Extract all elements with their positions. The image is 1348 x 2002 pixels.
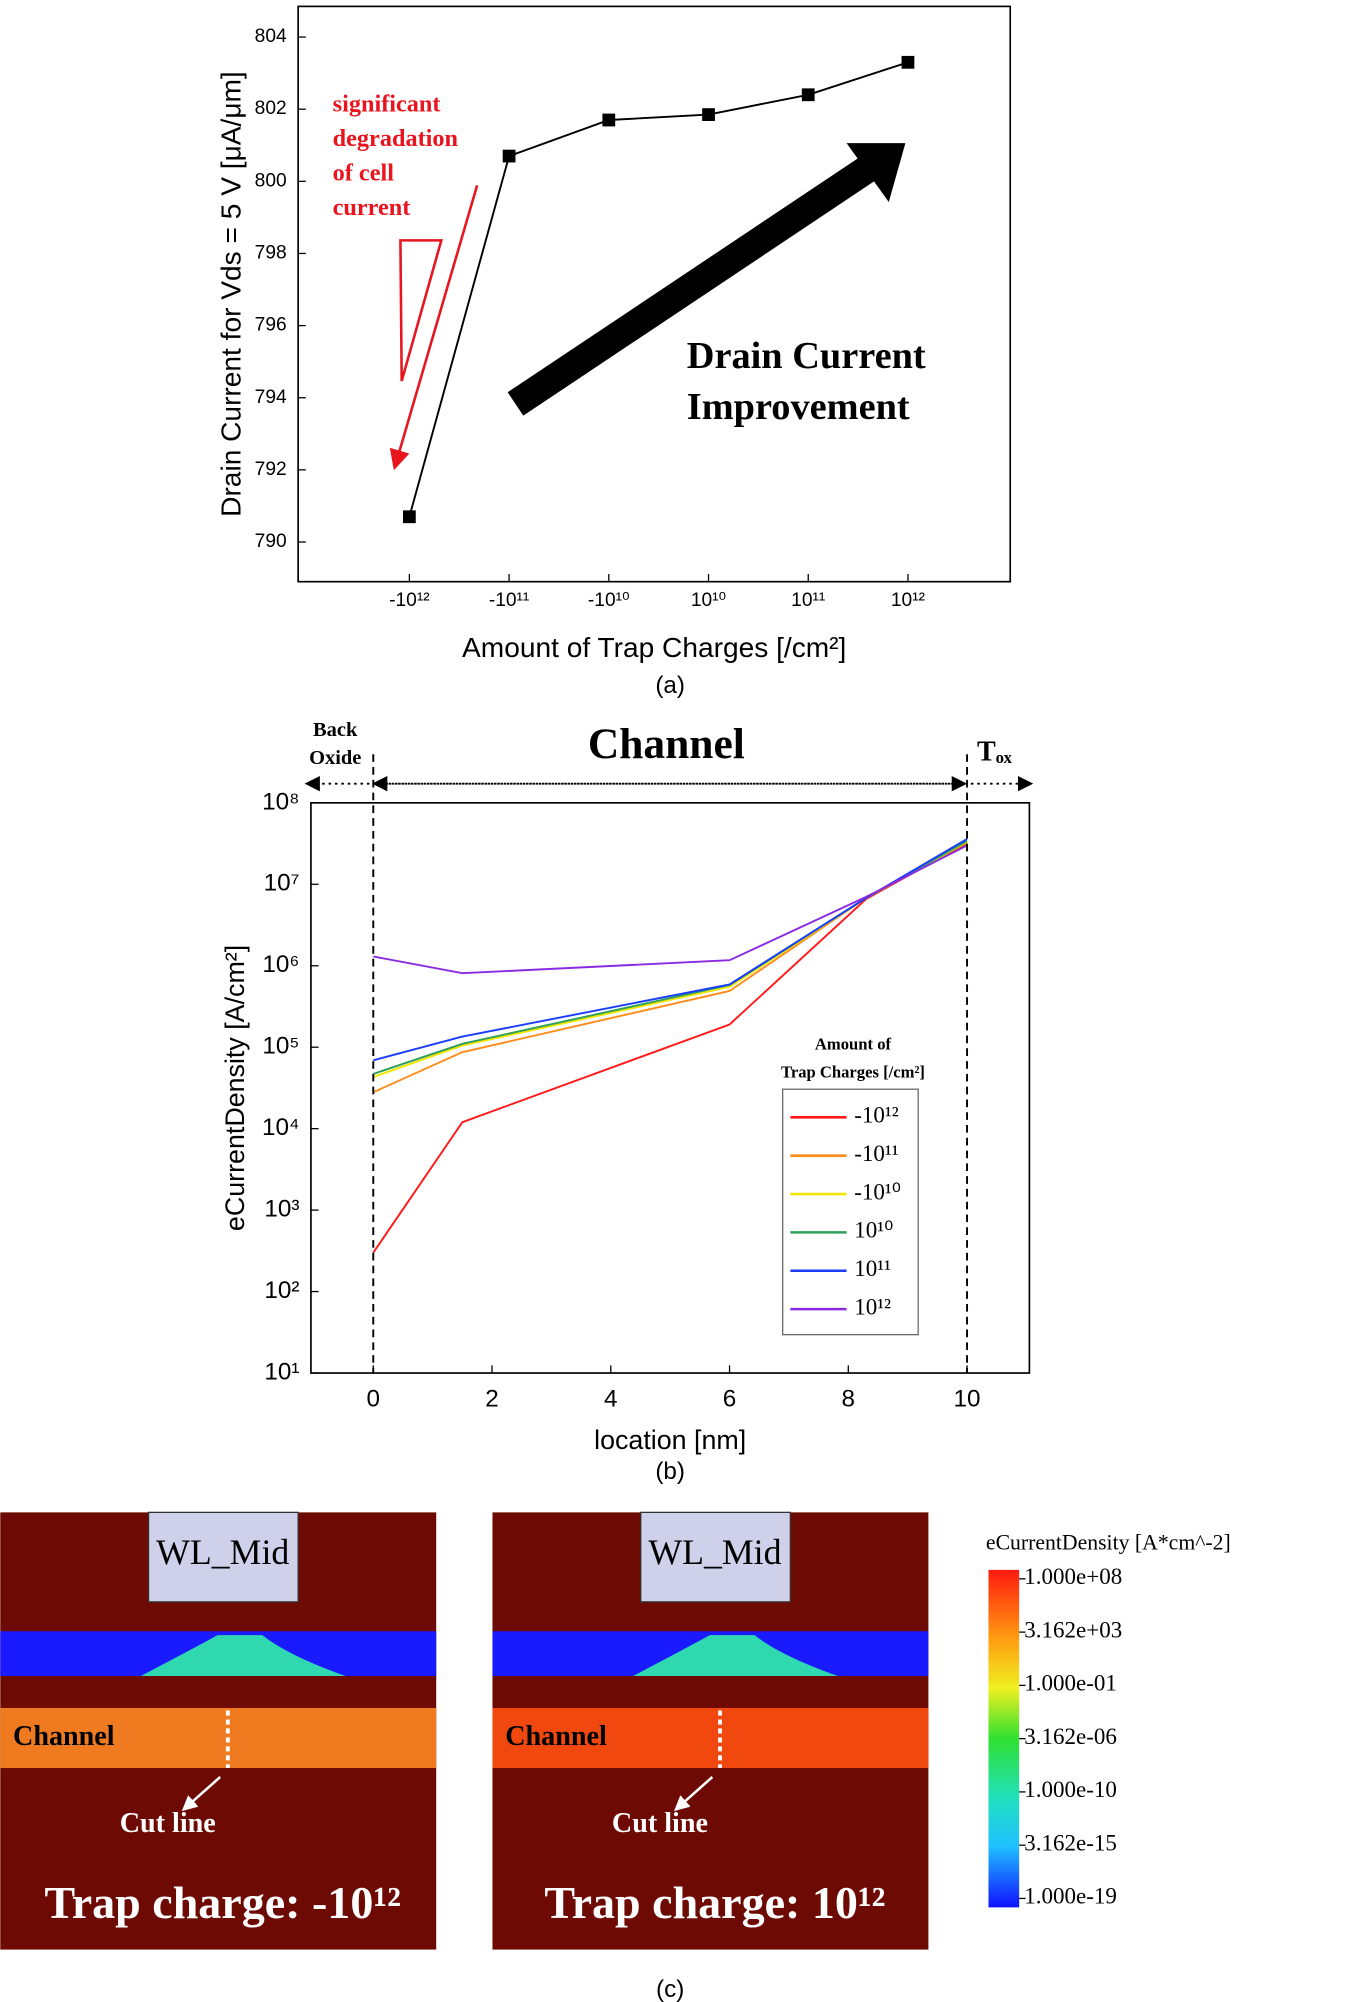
y-tick-label: 790 [255, 531, 287, 552]
colorbar-label: 1.000e+08 [1024, 1563, 1122, 1589]
data-line [373, 844, 968, 975]
panel-label: Trap charge: 10¹² [544, 1877, 885, 1928]
annotation: Improvement [687, 386, 910, 428]
data-point [702, 108, 715, 121]
cut-arrow [674, 1776, 714, 1812]
x-tick-label: -10¹¹ [489, 590, 529, 611]
gate-label: WL_Mid [648, 1532, 781, 1572]
y-tick-label: 10⁴ [262, 1114, 299, 1141]
cut-label: Cut line [120, 1808, 216, 1839]
x-axis-label: location [nm] [594, 1425, 746, 1455]
x-tick-label: 4 [604, 1385, 618, 1412]
annotation: of cell [333, 160, 395, 187]
y-tick-label: 798 [255, 243, 287, 264]
x-tick-label: 0 [367, 1385, 381, 1412]
y-tick-label: 804 [255, 26, 287, 47]
colorbar-label: 3.162e+03 [1024, 1616, 1122, 1642]
channel-layer [492, 1707, 929, 1769]
x-tick-label: 10 [954, 1385, 981, 1412]
colorbar-label: 1.000e-19 [1024, 1883, 1117, 1909]
colorbar-label: 1.000e-10 [1024, 1776, 1117, 1802]
y-tick-label: 794 [255, 387, 287, 408]
region-label: Tₒₓ [977, 737, 1013, 768]
data-line [373, 838, 968, 1062]
annotation: degradation [333, 125, 459, 152]
plot-frame [310, 802, 1031, 1374]
legend-title: Amount of [815, 1035, 892, 1054]
gate [640, 1511, 791, 1603]
colorbar-label: 3.162e-15 [1024, 1829, 1117, 1855]
region-label: Oxide [309, 747, 361, 769]
panel-label: Trap charge: -10¹² [44, 1877, 400, 1928]
y-tick-label: 10⁷ [264, 870, 300, 897]
y-tick-label: 10⁵ [262, 1033, 299, 1060]
cut-arrow [181, 1776, 222, 1812]
y-tick-label: 796 [255, 315, 287, 336]
colorbar-label: 3.162e-06 [1024, 1723, 1117, 1749]
legend-title: Trap Charges [/cm²] [781, 1063, 925, 1082]
colorbar [988, 1569, 1020, 1908]
legend-box [782, 1088, 919, 1336]
y-axis-label: eCurrentDensity [A/cm²] [220, 945, 250, 1231]
x-tick-label: -10¹² [389, 590, 430, 611]
channel-layer [0, 1707, 437, 1769]
x-tick-label: 10¹⁰ [691, 590, 726, 611]
x-tick-label: -10¹⁰ [588, 590, 630, 611]
legend-label: -10¹⁰ [854, 1178, 901, 1204]
gate-label: WL_Mid [156, 1532, 289, 1572]
region-label: Back [313, 719, 358, 741]
y-tick-label: 10³ [264, 1196, 299, 1223]
caption: (a) [655, 672, 685, 699]
legend-label: 10¹¹ [854, 1255, 891, 1281]
x-tick-label: 10¹² [891, 590, 926, 611]
data-line [408, 61, 909, 518]
colorbar-label: 1.000e-01 [1024, 1670, 1117, 1696]
legend-label: -10¹² [854, 1102, 899, 1128]
data-line [372, 841, 968, 1094]
gate [147, 1511, 299, 1603]
caption: (b) [655, 1458, 685, 1485]
legend-label: 10¹² [854, 1293, 891, 1319]
channel-label: Channel [13, 1721, 115, 1752]
y-axis-label: Drain Current for Vds = 5 V [μA/μm] [215, 71, 246, 517]
data-point [502, 149, 516, 163]
plot-frame [297, 5, 1012, 583]
red-arrow [389, 185, 479, 471]
x-axis-label: Amount of Trap Charges [/cm²] [462, 632, 846, 663]
channel-label: Channel [505, 1721, 607, 1752]
black-arrow-shaft [507, 155, 878, 416]
legend-label: 10¹⁰ [854, 1217, 893, 1243]
data-point [801, 88, 815, 102]
annotation: current [333, 194, 411, 221]
y-tick-label: 10⁸ [262, 788, 299, 815]
y-tick-label: 792 [255, 459, 287, 480]
y-tick-label: 802 [255, 98, 287, 119]
red-triangle [399, 239, 444, 382]
data-point [602, 113, 616, 127]
y-tick-label: 10¹ [264, 1358, 299, 1385]
x-tick-label: 8 [842, 1385, 855, 1412]
legend-label: -10¹¹ [854, 1140, 899, 1166]
y-tick-label: 10² [264, 1277, 299, 1304]
x-tick-label: 10¹¹ [791, 590, 825, 611]
annotation: significant [333, 91, 441, 118]
y-tick-label: 800 [255, 170, 287, 191]
cut-label: Cut line [612, 1808, 708, 1839]
current-bump [140, 1635, 346, 1677]
caption: (c) [656, 1976, 684, 2002]
x-tick-label: 6 [723, 1385, 737, 1412]
current-bump [633, 1635, 838, 1677]
y-tick-label: 10⁶ [262, 951, 299, 978]
colorbar-title: eCurrentDensity [A*cm^-2] [986, 1530, 1231, 1554]
region-label: Channel [588, 720, 745, 768]
x-tick-label: 2 [485, 1385, 499, 1412]
data-point [901, 55, 915, 69]
data-point [402, 510, 416, 524]
black-arrow-head [846, 143, 906, 202]
annotation: Drain Current [687, 335, 926, 377]
